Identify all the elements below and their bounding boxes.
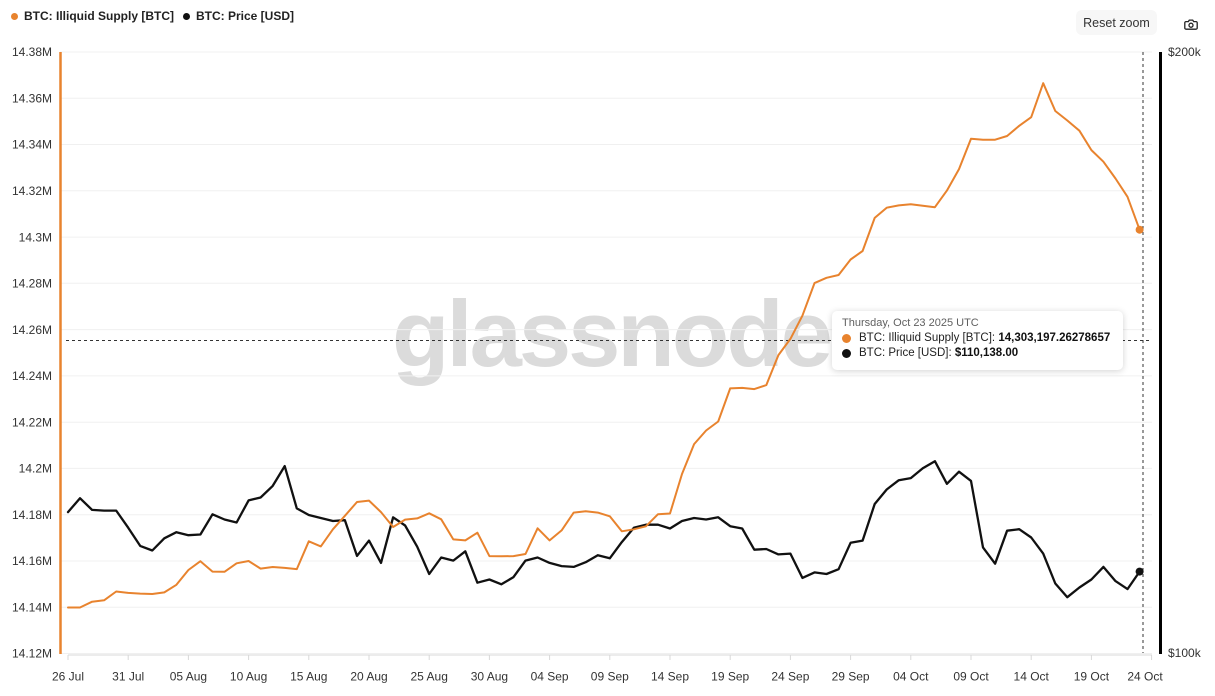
svg-text:19 Oct: 19 Oct xyxy=(1074,670,1110,684)
svg-text:31 Jul: 31 Jul xyxy=(112,670,144,684)
svg-text:09 Sep: 09 Sep xyxy=(591,670,629,684)
svg-text:14.14M: 14.14M xyxy=(12,600,52,614)
svg-text:20 Aug: 20 Aug xyxy=(350,670,387,684)
svg-text:29 Sep: 29 Sep xyxy=(832,670,870,684)
svg-text:14.3M: 14.3M xyxy=(19,230,52,244)
svg-text:$100k: $100k xyxy=(1168,646,1202,660)
svg-text:14.12M: 14.12M xyxy=(12,647,52,661)
svg-text:09 Oct: 09 Oct xyxy=(953,670,989,684)
svg-text:14 Oct: 14 Oct xyxy=(1014,670,1050,684)
svg-text:14.32M: 14.32M xyxy=(12,184,52,198)
svg-text:24 Sep: 24 Sep xyxy=(771,670,809,684)
svg-text:14.36M: 14.36M xyxy=(12,92,52,106)
svg-text:14.22M: 14.22M xyxy=(12,415,52,429)
svg-text:$200k: $200k xyxy=(1168,45,1202,59)
svg-text:14.26M: 14.26M xyxy=(12,323,52,337)
svg-text:14.18M: 14.18M xyxy=(12,508,52,522)
svg-text:14.16M: 14.16M xyxy=(12,554,52,568)
svg-text:14.38M: 14.38M xyxy=(12,45,52,59)
svg-text:14 Sep: 14 Sep xyxy=(651,670,689,684)
svg-text:19 Sep: 19 Sep xyxy=(711,670,749,684)
svg-text:25 Aug: 25 Aug xyxy=(411,670,448,684)
svg-text:24 Oct: 24 Oct xyxy=(1127,670,1163,684)
svg-text:30 Aug: 30 Aug xyxy=(471,670,508,684)
svg-text:26 Jul: 26 Jul xyxy=(52,670,84,684)
svg-text:10 Aug: 10 Aug xyxy=(230,670,267,684)
svg-text:05 Aug: 05 Aug xyxy=(170,670,207,684)
svg-text:15 Aug: 15 Aug xyxy=(290,670,327,684)
svg-text:14.34M: 14.34M xyxy=(12,138,52,152)
svg-text:glassnode: glassnode xyxy=(392,281,831,386)
svg-text:14.2M: 14.2M xyxy=(19,462,52,476)
svg-text:04 Sep: 04 Sep xyxy=(531,670,569,684)
svg-text:14.28M: 14.28M xyxy=(12,277,52,291)
svg-text:14.24M: 14.24M xyxy=(12,369,52,383)
svg-text:04 Oct: 04 Oct xyxy=(893,670,929,684)
